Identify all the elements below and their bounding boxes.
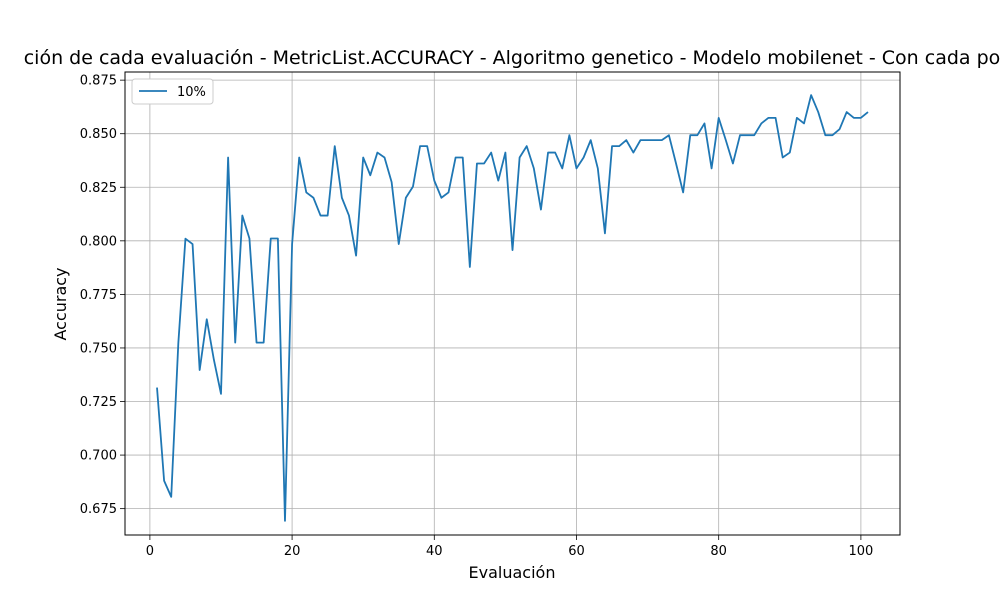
x-tick-label: 40 xyxy=(426,544,443,559)
y-axis-title: Accuracy xyxy=(51,267,70,340)
y-tick-label: 0.875 xyxy=(80,74,117,89)
grid-lines xyxy=(125,72,900,535)
y-tick-label: 0.700 xyxy=(80,449,117,464)
legend-label: 10% xyxy=(177,85,206,100)
x-tick-label: 20 xyxy=(284,544,301,559)
legend-box xyxy=(131,78,214,105)
chart-title: ción de cada evaluación - MetricList.ACC… xyxy=(24,47,1000,69)
y-axis: 0.675 0.700 0.725 0.750 0.775 0.800 0.825 0.850… xyxy=(80,74,125,517)
y-tick-label: 0.750 xyxy=(80,341,117,356)
legend: 10% xyxy=(131,78,214,105)
x-tick-label: 80 xyxy=(710,544,727,559)
plot-area-frame xyxy=(124,71,901,536)
series-layer xyxy=(156,94,869,522)
y-tick-label: 0.775 xyxy=(80,288,117,303)
x-axis-title: Evaluación xyxy=(469,563,556,582)
y-tick-label: 0.825 xyxy=(80,181,117,196)
y-tick-label: 0.675 xyxy=(80,502,117,517)
y-tick-label: 0.850 xyxy=(80,127,117,142)
y-tick-label: 0.725 xyxy=(80,395,117,410)
x-axis: 0 20 40 60 80 100 xyxy=(146,535,873,559)
y-tick-label: 0.800 xyxy=(80,234,117,249)
series-line xyxy=(156,94,869,522)
x-tick-label: 0 xyxy=(146,544,154,559)
x-tick-label: 100 xyxy=(848,544,873,559)
x-tick-label: 60 xyxy=(568,544,585,559)
